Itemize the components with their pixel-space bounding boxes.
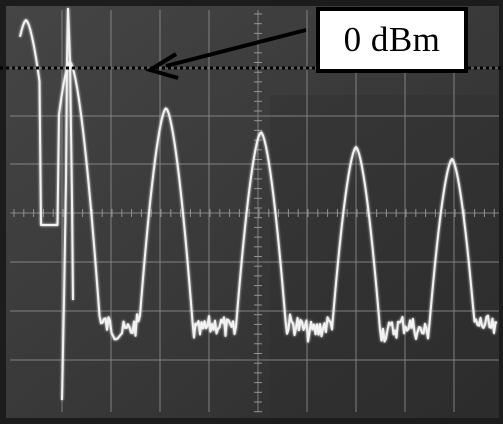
reference-level-label: 0 dBm [316,7,468,73]
screen-shade [270,95,499,418]
spectrum-trace [19,19,498,343]
graticule-grid [10,10,499,412]
graticule-ticks [13,13,495,413]
crt-face [6,6,499,418]
lo-feedthrough-spike [61,7,74,401]
arrow-left-icon [145,28,307,80]
